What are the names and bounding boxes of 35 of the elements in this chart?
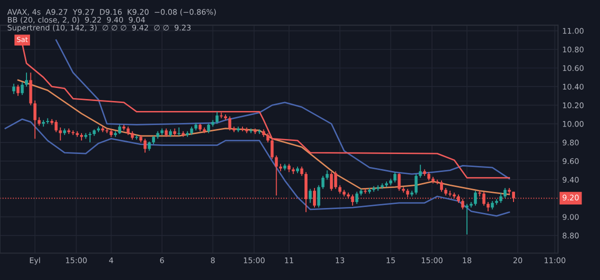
candlestick [266,132,270,143]
candlestick [465,203,468,235]
candlestick [54,120,58,133]
candlestick [321,175,324,190]
candlestick [33,100,36,140]
candlestick [148,141,151,152]
candlestick [440,180,444,192]
candlestick [461,198,464,210]
candlestick [499,192,502,204]
candlestick [216,111,219,124]
candlestick [330,172,333,192]
candlestick [58,127,62,142]
candlestick [144,138,147,154]
candlestick [474,190,477,206]
candlestick [355,191,358,204]
candlestick [398,172,401,192]
candlestick [207,123,210,134]
candlestick [486,201,490,212]
candlestick [414,174,418,195]
candlestick [418,164,422,178]
candlestick [326,170,329,180]
candlestick [24,72,28,88]
candlestick [274,154,278,196]
candlestick [46,118,50,124]
candlestick [393,172,396,183]
candlestick [16,84,20,96]
candlestick [118,124,122,135]
candlestick [177,127,180,136]
candlestick [504,188,507,199]
candlestick [270,138,274,160]
candlestick [88,132,92,143]
candlestick [29,72,32,106]
candlestick [317,184,320,208]
candlestick [12,83,16,95]
candlestick [334,170,338,190]
